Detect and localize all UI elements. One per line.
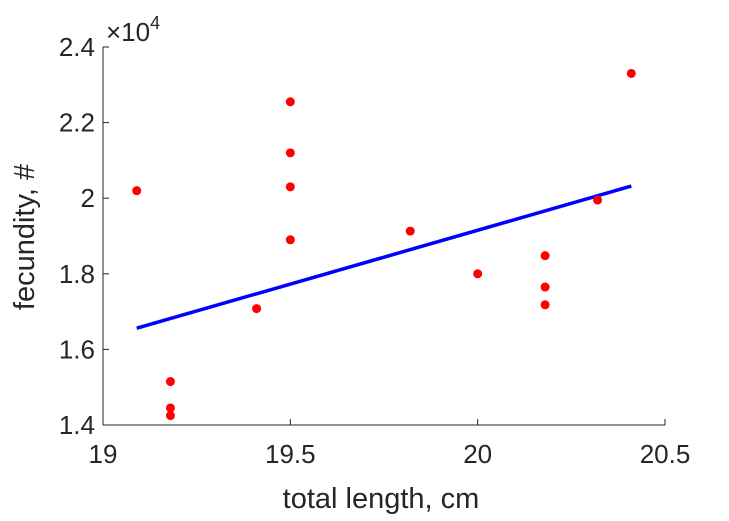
svg-text:×104: ×104 — [106, 13, 160, 47]
x-axis-ticks: 19 19.5 20 20.5 — [89, 419, 691, 469]
data-point — [626, 68, 636, 78]
data-point — [540, 300, 550, 310]
exponent-power: 4 — [150, 13, 160, 33]
y-axis-ticks: 1.4 1.6 1.8 2 2.2 2.4 — [59, 32, 109, 440]
data-point — [165, 411, 175, 421]
data-point — [285, 148, 295, 158]
y-tick-label: 1.6 — [59, 334, 95, 364]
data-point — [473, 269, 483, 279]
fit-line — [136, 184, 632, 330]
data-point — [540, 282, 550, 292]
y-tick-label: 2.2 — [59, 108, 95, 138]
data-point — [165, 403, 175, 413]
x-tick-label: 19.5 — [265, 439, 316, 469]
data-point — [405, 226, 415, 236]
exponent-base: ×10 — [106, 17, 150, 47]
x-tick-label: 20.5 — [640, 439, 691, 469]
x-tick-label: 19 — [89, 439, 118, 469]
x-tick-label: 20 — [463, 439, 492, 469]
data-point — [285, 235, 295, 245]
data-point — [285, 182, 295, 192]
data-point — [540, 251, 550, 261]
fit-line-layer — [136, 184, 632, 330]
y-axis-exponent: ×104 — [106, 13, 160, 47]
y-axis-label: fecundity, # — [9, 164, 41, 310]
x-axis-label: total length, cm — [283, 483, 480, 515]
y-tick-label: 2 — [81, 183, 95, 213]
y-tick-label: 2.4 — [59, 32, 95, 62]
y-tick-label: 1.4 — [59, 410, 95, 440]
data-points-layer — [132, 68, 636, 421]
data-point — [285, 97, 295, 107]
data-point — [165, 377, 175, 387]
data-point — [132, 186, 142, 196]
data-point — [252, 304, 262, 314]
axes — [102, 47, 665, 426]
y-tick-label: 1.8 — [59, 259, 95, 289]
data-point — [593, 195, 603, 205]
